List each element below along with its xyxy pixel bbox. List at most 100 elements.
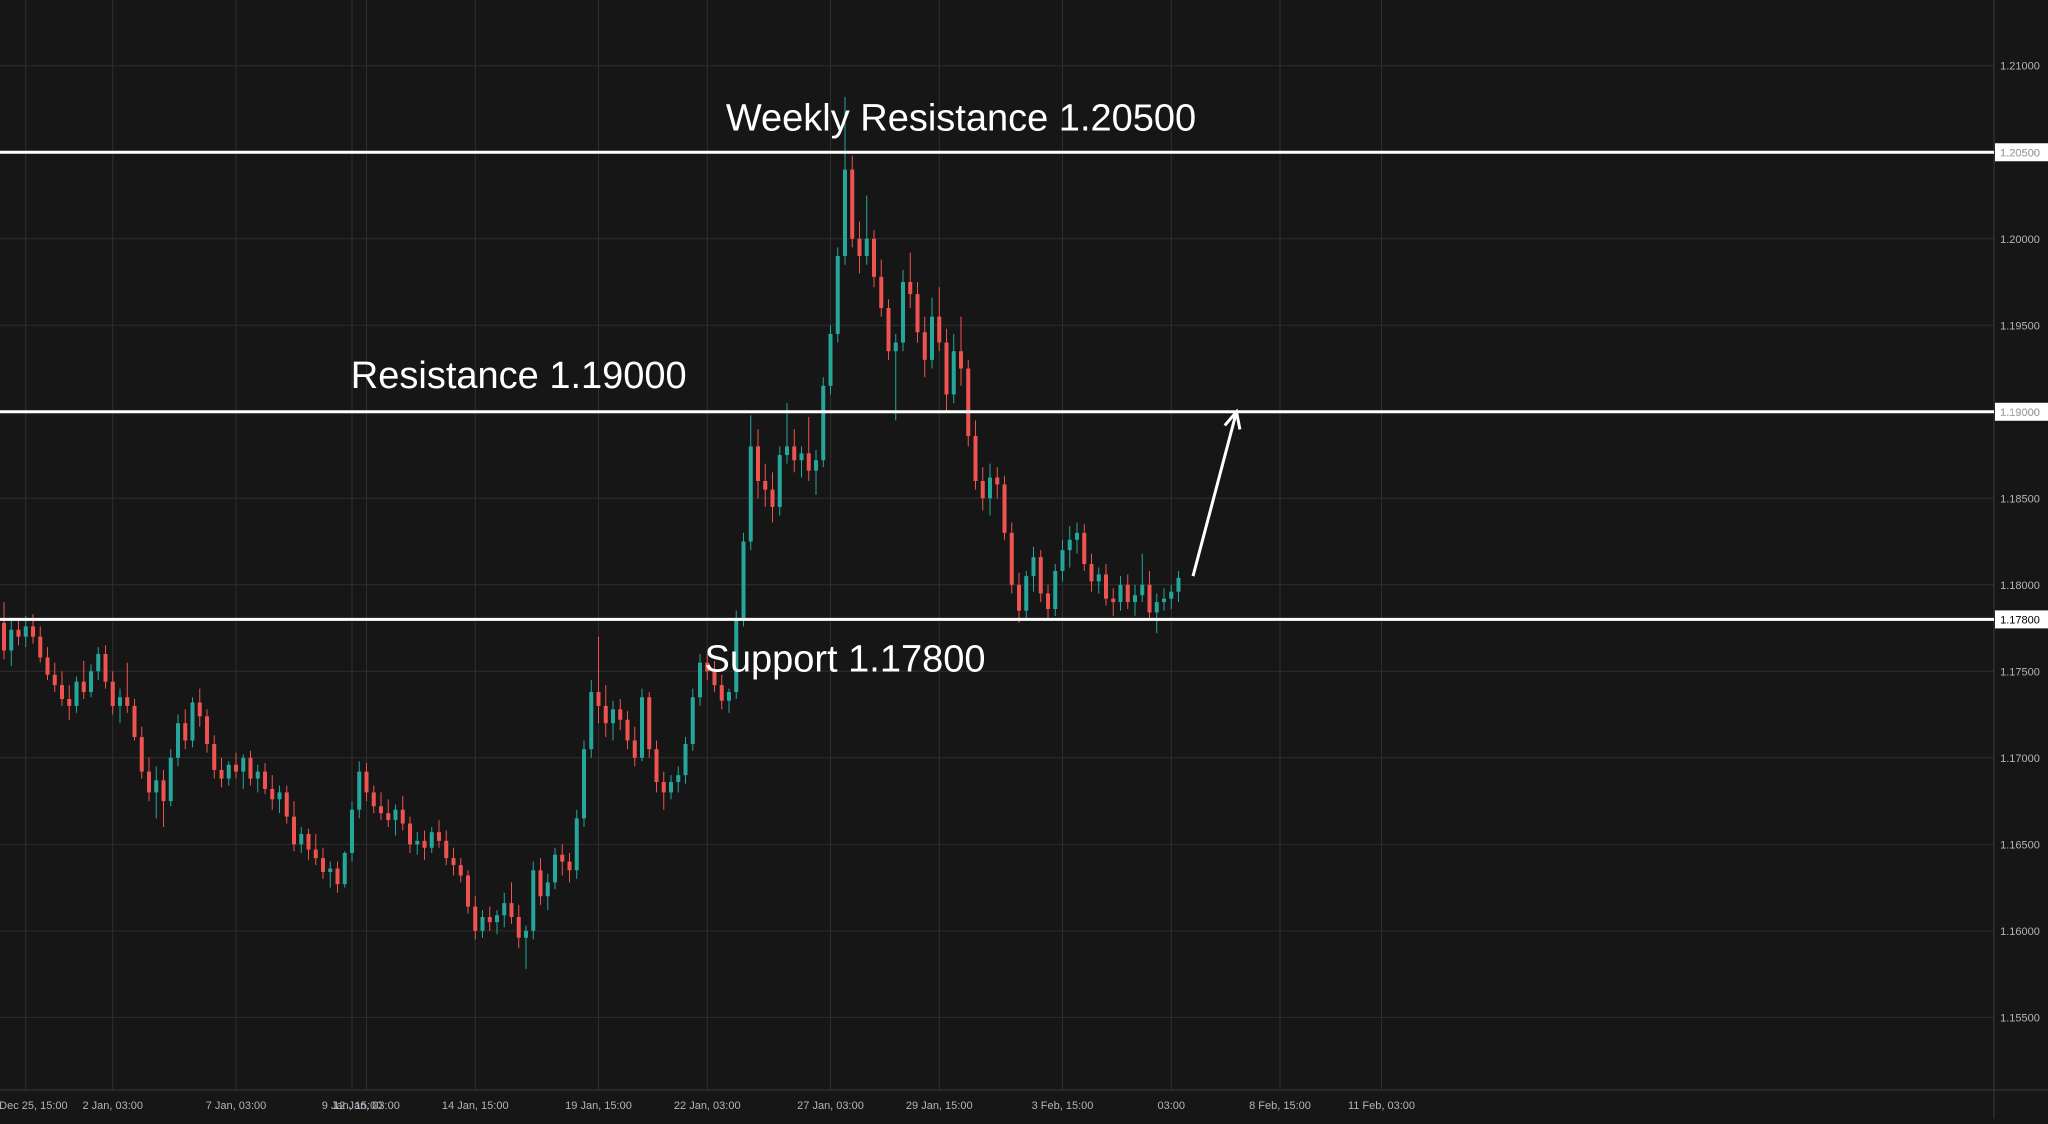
candle-up[interactable]	[74, 676, 79, 713]
candle-down[interactable]	[966, 359, 971, 447]
candle-up[interactable]	[1118, 576, 1123, 611]
candle-up[interactable]	[843, 96, 847, 265]
candle-down[interactable]	[335, 861, 340, 893]
candle-up[interactable]	[669, 775, 673, 800]
candle-up[interactable]	[89, 664, 93, 698]
candle-up[interactable]	[799, 446, 804, 478]
candle-up[interactable]	[821, 377, 826, 468]
candle-down[interactable]	[915, 282, 920, 343]
candle-down[interactable]	[509, 882, 514, 924]
candle-down[interactable]	[437, 820, 441, 848]
candle-down[interactable]	[516, 904, 521, 949]
candle-up[interactable]	[611, 700, 615, 741]
candle-up[interactable]	[828, 325, 833, 395]
candle-down[interactable]	[625, 711, 630, 750]
candle-up[interactable]	[1075, 522, 1079, 554]
candle-up[interactable]	[299, 827, 304, 853]
candle-down[interactable]	[922, 316, 927, 378]
candles[interactable]	[2, 96, 1181, 969]
candle-up[interactable]	[168, 749, 173, 807]
candle-up[interactable]	[154, 766, 159, 819]
candle-up[interactable]	[683, 737, 688, 784]
projection-arrow[interactable]	[1191, 408, 1242, 577]
candle-down[interactable]	[284, 785, 289, 824]
y-axis[interactable]: 1.15500 1.16000 1.16500 1.17000 1.17500 1.180…	[2000, 61, 2040, 1025]
candle-down[interactable]	[2, 602, 6, 660]
candle-down[interactable]	[647, 692, 652, 758]
candle-up[interactable]	[930, 297, 934, 369]
candle-up[interactable]	[9, 617, 14, 667]
candle-up[interactable]	[988, 463, 992, 516]
candle-down[interactable]	[270, 775, 275, 810]
candle-down[interactable]	[103, 645, 108, 689]
candle-down[interactable]	[408, 816, 412, 853]
candle-down[interactable]	[654, 740, 659, 793]
candle-up[interactable]	[835, 247, 840, 343]
candle-down[interactable]	[248, 750, 253, 786]
candle-up[interactable]	[255, 764, 260, 793]
candle-down[interactable]	[67, 685, 72, 720]
candle-down[interactable]	[1046, 584, 1050, 620]
candle-down[interactable]	[321, 847, 325, 879]
candle-down[interactable]	[458, 858, 463, 883]
candle-up[interactable]	[690, 688, 695, 751]
candle-up[interactable]	[727, 688, 731, 713]
candle-down[interactable]	[1089, 553, 1094, 592]
candle-down[interactable]	[879, 259, 884, 317]
candle-down[interactable]	[422, 830, 427, 860]
candle-down[interactable]	[560, 844, 565, 876]
candle-down[interactable]	[908, 252, 913, 308]
candle-down[interactable]	[959, 316, 963, 386]
candle-up[interactable]	[23, 615, 28, 648]
candle-down[interactable]	[212, 735, 217, 779]
candle-up[interactable]	[328, 861, 333, 888]
candle-up[interactable]	[241, 754, 246, 789]
candle-up[interactable]	[698, 654, 702, 706]
candle-up[interactable]	[574, 809, 579, 879]
candle-down[interactable]	[763, 463, 768, 507]
candle-up[interactable]	[1096, 567, 1101, 594]
candle-up[interactable]	[502, 892, 507, 928]
candle-down[interactable]	[313, 833, 318, 866]
candle-up[interactable]	[589, 679, 594, 758]
candle-down[interactable]	[400, 795, 405, 831]
candle-down[interactable]	[973, 420, 978, 490]
candle-down[interactable]	[364, 763, 369, 802]
candle-down[interactable]	[944, 328, 949, 412]
candle-up[interactable]	[429, 827, 434, 853]
candle-up[interactable]	[524, 925, 528, 969]
candle-up[interactable]	[734, 610, 739, 699]
candle-up[interactable]	[357, 761, 362, 819]
candle-up[interactable]	[176, 714, 180, 767]
candle-down[interactable]	[466, 870, 470, 914]
candle-down[interactable]	[125, 662, 130, 713]
candle-up[interactable]	[495, 910, 499, 935]
candle-down[interactable]	[263, 763, 267, 795]
candle-down[interactable]	[618, 698, 623, 731]
candle-down[interactable]	[487, 906, 492, 931]
candle-down[interactable]	[292, 801, 296, 852]
candle-up[interactable]	[893, 333, 898, 421]
candle-down[interactable]	[705, 654, 710, 680]
candle-down[interactable]	[379, 792, 383, 821]
candle-down[interactable]	[197, 688, 202, 727]
candle-up[interactable]	[415, 832, 420, 855]
candle-down[interactable]	[183, 709, 188, 750]
candle-up[interactable]	[1024, 570, 1029, 620]
candle-up[interactable]	[951, 333, 956, 404]
candle-down[interactable]	[719, 674, 724, 710]
candle-down[interactable]	[872, 230, 876, 288]
candle-down[interactable]	[712, 660, 717, 693]
candle-down[interactable]	[1082, 524, 1087, 571]
candle-down[interactable]	[850, 155, 855, 248]
candle-up[interactable]	[190, 697, 195, 748]
candle-up[interactable]	[96, 647, 101, 680]
candle-down[interactable]	[110, 671, 115, 715]
candle-down[interactable]	[792, 429, 797, 473]
candle-down[interactable]	[219, 757, 224, 788]
candle-up[interactable]	[1031, 546, 1036, 592]
candle-down[interactable]	[603, 685, 608, 738]
candle-up[interactable]	[1133, 584, 1137, 616]
levels[interactable]: Weekly Resistance 1.20500 1.20500 Resistan…	[0, 97, 2048, 680]
